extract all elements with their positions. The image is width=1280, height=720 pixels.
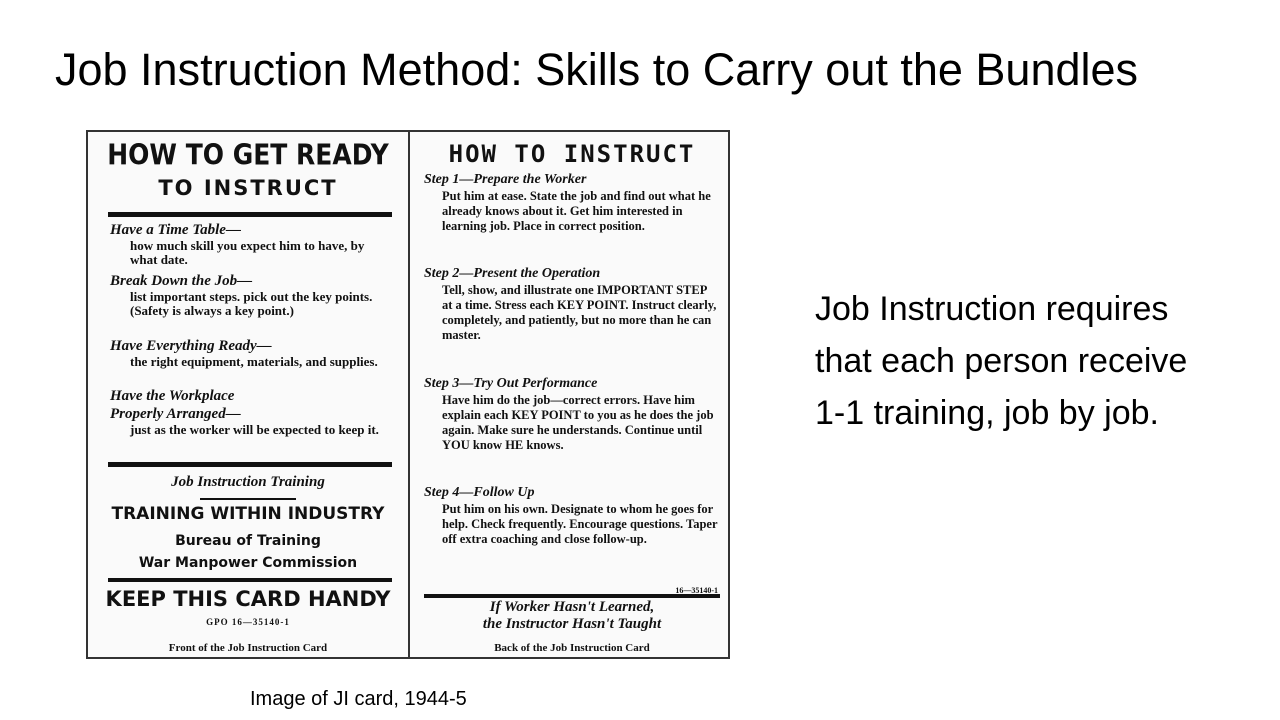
back-caption: Back of the Job Instruction Card — [494, 642, 650, 654]
front-item-head: Have the Workplace — [110, 388, 235, 404]
front-item-head: Have Everything Ready— — [110, 338, 272, 354]
twi-heading: TRAINING WITHIN INDUSTRY — [111, 504, 385, 524]
slide-title: Job Instruction Method: Skills to Carry … — [55, 44, 1139, 95]
front-caption: Front of the Job Instruction Card — [168, 642, 328, 654]
front-item-text: just as the worker will be expected to k… — [130, 422, 379, 437]
step-text: Put him at ease. State the job and find … — [442, 189, 711, 233]
commission-line: War Manpower Commission — [138, 555, 358, 571]
back-code: 16—35140-1 — [675, 586, 718, 595]
back-rule — [424, 594, 720, 598]
front-heading-line2: TO INSTRUCT — [158, 176, 338, 200]
bureau-line: Bureau of Training — [175, 533, 321, 549]
back-footer: If Worker Hasn't Learned, the Instructor… — [424, 599, 720, 633]
job-instruction-card-image: HOW TO GET READY TO INSTRUCT Have a Time… — [86, 130, 730, 659]
step-head: Step 2—Present the Operation — [424, 266, 601, 281]
front-item-head: Properly Arranged— — [110, 406, 241, 422]
back-footer-line1: If Worker Hasn't Learned, — [489, 599, 655, 615]
front-item-head: Have a Time Table— — [110, 222, 241, 238]
front-rule — [108, 462, 392, 467]
bureau-text: Bureau of Training War Manpower Commissi… — [100, 530, 396, 574]
front-item-text: the right equipment, materials, and supp… — [130, 354, 378, 369]
front-rule — [108, 578, 392, 582]
jit-label: Job Instruction Training — [171, 474, 325, 490]
front-item-text: list important steps. pick out the key p… — [130, 289, 373, 318]
step-text: Have him do the job—correct errors. Have… — [442, 393, 714, 452]
step-head: Step 1—Prepare the Worker — [424, 172, 587, 187]
front-item-head: Break Down the Job— — [110, 273, 253, 289]
step-text: Put him on his own. Designate to whom he… — [442, 502, 718, 546]
front-heading-line1: HOW TO GET READY — [107, 137, 389, 172]
step-head: Step 4—Follow Up — [424, 485, 535, 500]
gpo-code: GPO 16—35140-1 — [206, 617, 290, 627]
keep-card-heading: KEEP THIS CARD HANDY — [105, 587, 391, 611]
front-rule — [108, 212, 392, 217]
back-heading: HOW TO INSTRUCT — [448, 140, 696, 168]
front-item-text: how much skill you expect him to have, b… — [130, 238, 365, 267]
image-caption: Image of JI card, 1944-5 — [250, 688, 467, 710]
back-footer-line2: the Instructor Hasn't Taught — [482, 616, 662, 632]
card-divider — [408, 132, 410, 657]
side-text: Job Instruction requires that each perso… — [815, 290, 1188, 432]
step-head: Step 3—Try Out Performance — [424, 376, 598, 391]
front-short-rule — [200, 498, 296, 500]
step-text: Tell, show, and illustrate one IMPORTANT… — [442, 283, 717, 342]
